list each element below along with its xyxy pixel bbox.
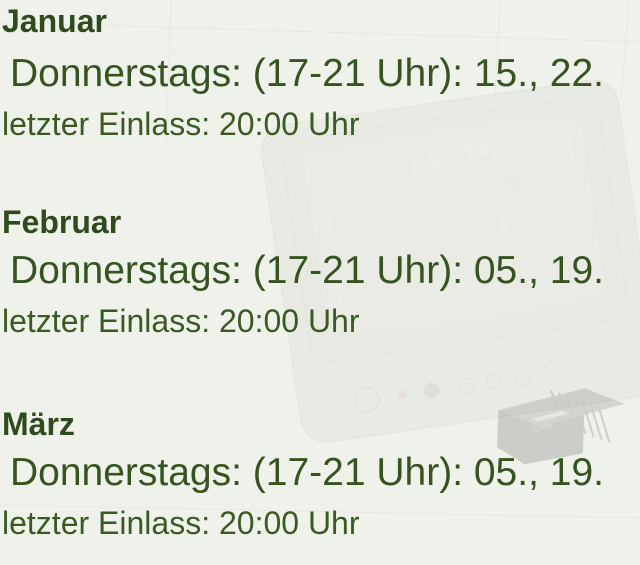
svg-text:14: 14 xyxy=(402,143,445,186)
svg-text:15: 15 xyxy=(458,135,501,178)
